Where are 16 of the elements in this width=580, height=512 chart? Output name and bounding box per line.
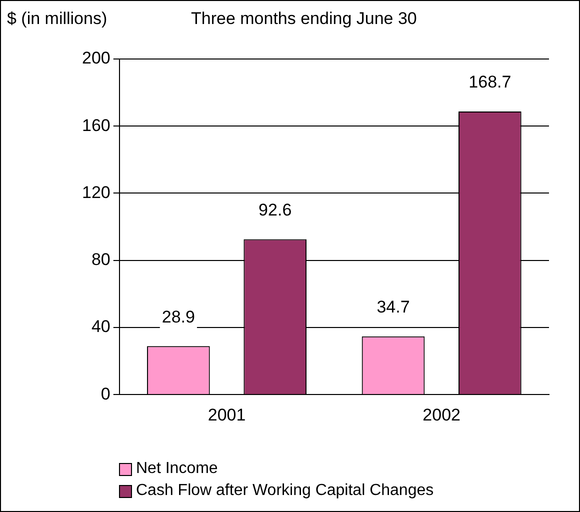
y-tick-label: 200 (82, 48, 110, 68)
legend-label: Cash Flow after Working Capital Changes (136, 482, 434, 500)
data-label: 92.6 (258, 200, 292, 220)
data-label: 34.7 (376, 298, 410, 317)
legend-label: Net Income (136, 460, 218, 478)
y-tick-label: 160 (82, 116, 110, 135)
data-label: 28.9 (162, 307, 195, 326)
y-tick-label: 80 (91, 250, 110, 270)
data-label: 168.7 (468, 72, 512, 92)
x-tick-label: 2001 (208, 405, 246, 424)
y-axis-title: $ (in millions) (7, 9, 108, 29)
x-tick-label: 2002 (422, 405, 461, 424)
y-tick-label: 120 (82, 182, 110, 202)
chart-title: Three months ending June 30 (191, 9, 417, 29)
y-tick-label: 0 (100, 384, 110, 404)
y-tick-label: 40 (91, 317, 110, 336)
